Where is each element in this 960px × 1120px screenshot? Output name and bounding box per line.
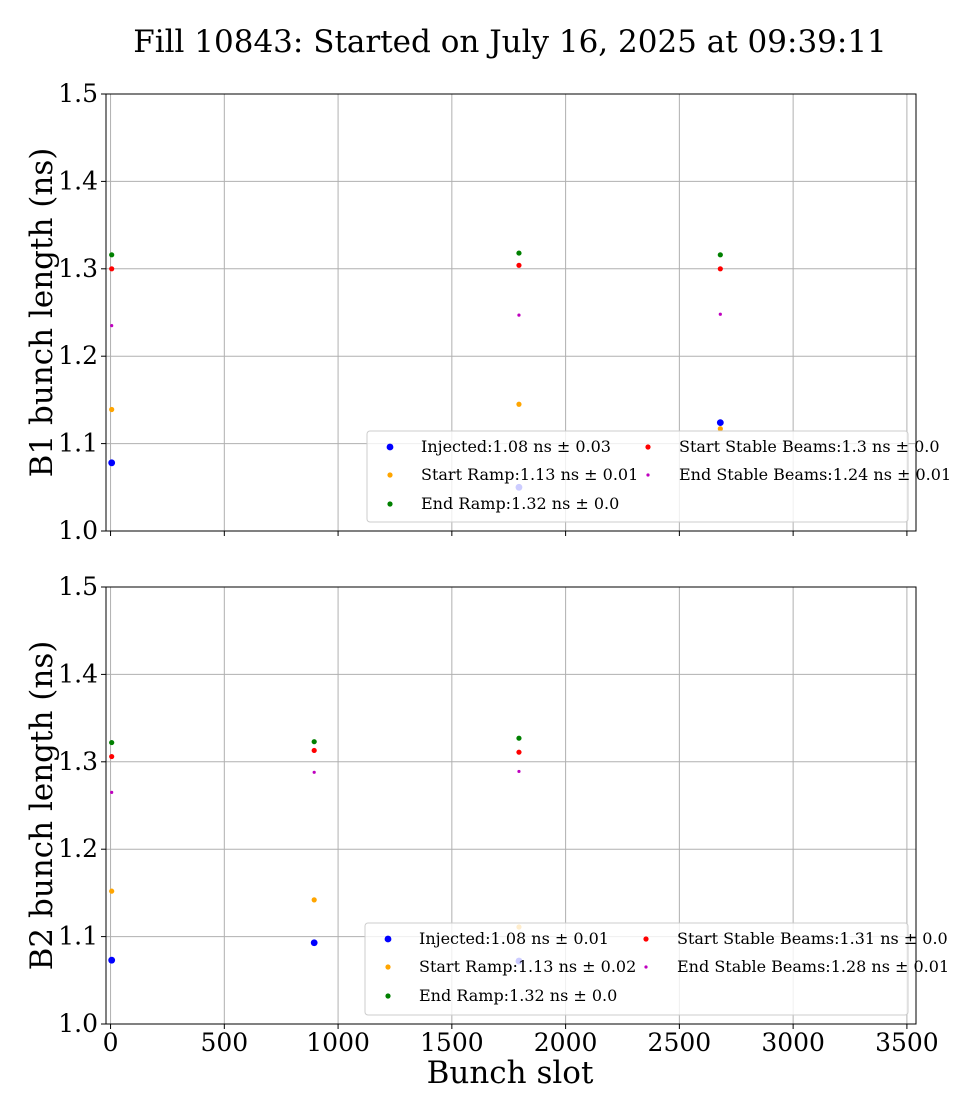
data-point (110, 324, 114, 328)
data-point (517, 313, 521, 317)
y-tick-label: 1.3 (58, 254, 98, 283)
legend-entry: End Stable Beams:1.24 ns ± 0.01 (679, 465, 951, 484)
y-axis-label: B2 bunch length (ns) (24, 641, 60, 971)
data-point (516, 401, 522, 407)
data-point (717, 252, 723, 258)
data-point (109, 406, 115, 413)
legend-marker (385, 993, 391, 999)
data-point (109, 739, 115, 746)
legend-marker (386, 443, 394, 451)
data-point (110, 790, 114, 794)
y-tick-label: 1.4 (58, 659, 98, 688)
legend-entry: Start Stable Beams:1.31 ns ± 0.0 (677, 929, 948, 948)
x-tick-label: 3500 (875, 1028, 939, 1057)
data-point (716, 419, 724, 427)
legend-entry: Injected:1.08 ns ± 0.01 (419, 929, 609, 948)
y-tick-label: 1.0 (58, 1009, 98, 1038)
data-point (516, 735, 522, 741)
legend-entry: Injected:1.08 ns ± 0.03 (421, 437, 611, 456)
legend: Injected:1.08 ns ± 0.03 Start Ramp:1.13 n… (366, 430, 951, 523)
data-point (718, 312, 722, 316)
y-tick-label: 1.0 (58, 516, 98, 545)
y-tick-label: 1.1 (58, 922, 98, 951)
legend-marker (387, 472, 393, 478)
y-tick-label: 1.3 (58, 747, 98, 776)
data-point (109, 888, 115, 894)
data-point (311, 747, 317, 754)
legend-entry: End Stable Beams:1.28 ns ± 0.01 (677, 957, 949, 976)
y-tick-label: 1.5 (58, 79, 98, 108)
x-tick-label: 3000 (761, 1028, 825, 1057)
data-point (108, 956, 116, 964)
y-tick-label: 1.5 (58, 572, 98, 601)
y-tick-label: 1.2 (58, 834, 98, 863)
data-point (717, 266, 723, 272)
data-point (109, 252, 115, 258)
x-tick-label: 500 (200, 1028, 248, 1057)
data-point (109, 753, 115, 760)
data-point (717, 426, 723, 432)
data-point (311, 897, 317, 903)
legend-entry: Start Ramp:1.13 ns ± 0.02 (419, 957, 636, 976)
legend-marker (385, 964, 391, 970)
x-tick-label: 0 (103, 1028, 119, 1057)
x-tick-label: 1000 (306, 1028, 370, 1057)
x-axis-label: Bunch slot (427, 1055, 594, 1091)
legend-marker (384, 935, 392, 943)
data-point (516, 250, 522, 256)
data-point (516, 749, 522, 755)
b2-bunch-length-panel: 1.0 1.1 1.2 1.3 1.4 1.5 0 500 1000 1500 2000 2500 30… (24, 572, 949, 1057)
data-point (517, 769, 521, 774)
y-tick-label: 1.2 (58, 341, 98, 370)
data-point (312, 770, 316, 774)
legend-marker (387, 501, 393, 507)
figure-title: Fill 10843: Started on July 16, 2025 at … (133, 24, 887, 60)
legend-marker (643, 936, 649, 942)
legend-entry: End Ramp:1.32 ns ± 0.0 (419, 986, 617, 1005)
legend-marker (644, 965, 648, 969)
y-tick-label: 1.1 (58, 429, 98, 458)
legend-marker (646, 473, 650, 477)
legend-box (366, 430, 909, 523)
data-point (516, 262, 522, 268)
x-tick-label: 2500 (648, 1028, 712, 1057)
y-axis-label: B1 bunch length (ns) (24, 148, 60, 478)
y-tick-label: 1.4 (58, 166, 98, 195)
plot-frame (105, 586, 917, 1025)
x-tick-label: 1500 (420, 1028, 484, 1057)
legend-marker (645, 444, 651, 450)
x-tick-label: 2000 (534, 1028, 598, 1057)
data-point (108, 459, 116, 467)
data-point (310, 939, 318, 947)
legend-entry: Start Ramp:1.13 ns ± 0.01 (421, 465, 638, 484)
legend-box (364, 922, 909, 1016)
legend-entry: End Ramp:1.32 ns ± 0.0 (421, 494, 619, 513)
data-point (109, 266, 115, 272)
plot-frame (105, 93, 917, 532)
legend-entry: Start Stable Beams:1.3 ns ± 0.0 (679, 437, 940, 456)
b1-bunch-length-panel: 1.0 1.1 1.2 1.3 1.4 1.5 B1 bunch length (ns) In… (24, 79, 951, 545)
legend: Injected:1.08 ns ± 0.01 Start Ramp:1.13 n… (364, 922, 949, 1016)
data-point (311, 739, 317, 745)
